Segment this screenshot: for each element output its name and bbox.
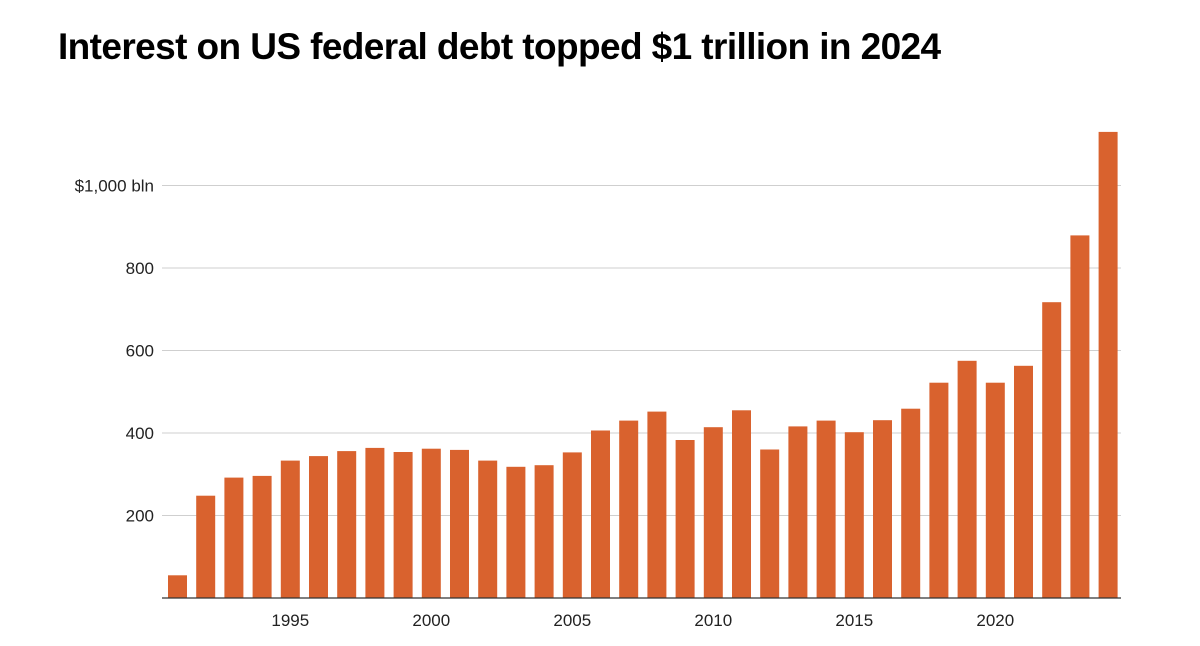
bar-2005 [562, 452, 582, 598]
bar-2013 [788, 426, 808, 598]
bar-2023 [1070, 235, 1090, 598]
bar-1991 [168, 575, 187, 598]
bar-2014 [816, 420, 836, 598]
y-tick-label: 200 [126, 507, 154, 526]
bar-2019 [957, 360, 977, 598]
bar-2010 [703, 427, 723, 598]
bar-1998 [365, 447, 385, 599]
bar-2008 [647, 411, 667, 598]
chart-title: Interest on US federal debt topped $1 tr… [58, 26, 941, 67]
bar-2020 [985, 382, 1005, 598]
bar-1994 [252, 475, 272, 598]
y-tick-label: 800 [126, 259, 154, 278]
bar-2011 [732, 410, 751, 598]
bar-2006 [591, 430, 610, 598]
bar-1993 [224, 477, 244, 598]
y-tick-label: 600 [126, 342, 154, 361]
bar-2001 [450, 449, 469, 598]
bar-1997 [337, 451, 357, 598]
gridlines [162, 185, 1121, 516]
bar-2009 [675, 440, 695, 598]
bar-1995 [280, 460, 300, 598]
y-tick-label: $1,000 bln [75, 177, 154, 196]
bar-2007 [619, 420, 639, 598]
bars [168, 131, 1118, 599]
y-tick-label: 400 [126, 424, 154, 443]
bar-2018 [929, 382, 949, 598]
bar-2017 [901, 408, 921, 598]
bar-2021 [1014, 365, 1033, 598]
x-tick-label: 1995 [271, 611, 309, 630]
bar-1996 [309, 456, 328, 598]
bar-2004 [534, 465, 554, 598]
x-tick-label: 2005 [553, 611, 591, 630]
bar-2022 [1042, 302, 1062, 598]
x-tick-label: 2015 [835, 611, 873, 630]
x-tick-label: 2000 [412, 611, 450, 630]
y-axis-tick-labels: 200 400 600 800 $1,000 bln [75, 177, 154, 526]
x-tick-label: 2020 [976, 611, 1014, 630]
bar-2024 [1098, 131, 1118, 598]
bar-2000 [421, 448, 441, 598]
bar-2003 [506, 466, 526, 598]
bar-1992 [196, 495, 216, 598]
x-tick-label: 2010 [694, 611, 732, 630]
bar-2016 [873, 420, 892, 598]
bar-2012 [760, 449, 780, 598]
x-axis-tick-labels: 1995 2000 2005 2010 2015 2020 [271, 611, 1014, 630]
bar-2015 [844, 432, 864, 598]
bar-2002 [478, 460, 498, 598]
bar-1999 [393, 452, 413, 598]
